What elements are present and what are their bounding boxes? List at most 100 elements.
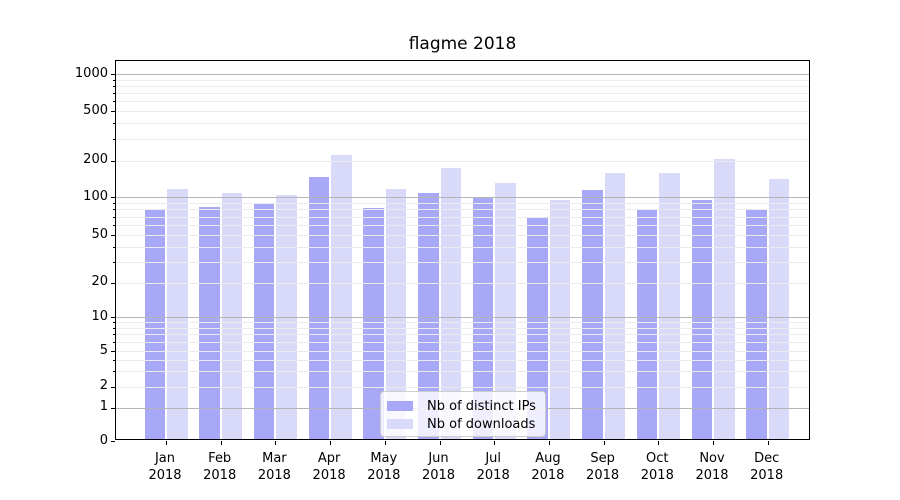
- chart-title: flagme 2018: [408, 34, 517, 54]
- bar-distinct-ips: [253, 204, 275, 439]
- y-tick-minor: [113, 86, 115, 88]
- x-tick: [548, 441, 550, 445]
- gridline-minor: [116, 216, 809, 218]
- gridline-minor: [116, 225, 809, 227]
- y-tick-minor: [113, 123, 115, 125]
- bar-downloads: [549, 199, 571, 439]
- x-tick-month: Mar: [262, 451, 287, 466]
- bar-distinct-ips: [746, 210, 767, 439]
- y-tick-label: 20: [91, 274, 108, 290]
- x-tick-month: Oct: [646, 451, 669, 466]
- x-tick-month: Nov: [699, 451, 725, 466]
- bar-distinct-ips: [636, 208, 658, 439]
- y-tick-minor: [113, 327, 115, 329]
- y-tick-minor: [113, 261, 115, 263]
- gridline-minor: [116, 235, 809, 236]
- y-tick-label: 50: [91, 226, 108, 242]
- y-tick: [111, 407, 115, 409]
- x-tick: [330, 441, 332, 445]
- x-tick-label: Dec 2018: [737, 450, 797, 484]
- y-tick: [111, 317, 115, 318]
- x-tick-label: Jun 2018: [409, 450, 469, 484]
- gridline-minor: [116, 86, 809, 88]
- gridline-minor: [116, 203, 809, 205]
- bar-downloads: [659, 173, 680, 439]
- y-tick-minor: [113, 334, 115, 336]
- bar-distinct-ips: [691, 199, 712, 439]
- y-tick-label: 500: [83, 102, 108, 118]
- x-tick-month: Jul: [485, 451, 502, 466]
- x-tick: [384, 441, 386, 445]
- gridline-minor: [116, 261, 809, 263]
- y-tick-minor: [113, 101, 115, 103]
- legend: Nb of distinct IPs Nb of downloads: [380, 391, 546, 437]
- x-tick: [220, 441, 222, 445]
- x-tick-label: Oct 2018: [627, 450, 687, 484]
- bar-downloads: [714, 158, 735, 439]
- bar-distinct-ips: [418, 193, 439, 439]
- y-tick-minor: [113, 138, 115, 140]
- y-tick-minor: [113, 342, 115, 344]
- x-tick-year: 2018: [257, 468, 291, 483]
- y-tick-minor: [113, 160, 115, 162]
- y-tick-minor: [113, 216, 115, 218]
- y-tick-label: 5: [99, 342, 108, 358]
- x-tick-label: Nov 2018: [682, 450, 742, 484]
- y-tick-minor: [113, 386, 115, 388]
- x-tick-year: 2018: [640, 468, 674, 483]
- x-tick-month: May: [370, 451, 398, 466]
- x-tick-year: 2018: [750, 468, 784, 483]
- gridline-minor: [116, 322, 809, 324]
- y-tick-label: 2: [99, 378, 108, 394]
- y-tick-minor: [113, 322, 115, 324]
- x-tick-month: Jan: [154, 451, 176, 466]
- gridline-minor: [116, 359, 809, 361]
- x-tick-year: 2018: [476, 468, 510, 483]
- x-tick: [767, 441, 769, 445]
- gridline-minor: [116, 334, 809, 336]
- x-tick: [603, 441, 605, 445]
- y-tick: [111, 441, 115, 442]
- gridline-minor: [116, 209, 809, 211]
- bar-distinct-ips: [472, 197, 494, 439]
- gridline-major: [116, 197, 809, 199]
- x-tick-year: 2018: [695, 468, 729, 483]
- gridline-minor: [116, 351, 809, 352]
- y-tick-minor: [113, 111, 115, 112]
- x-tick-year: 2018: [586, 468, 620, 483]
- bar-distinct-ips: [582, 189, 603, 439]
- bar-downloads: [385, 188, 407, 439]
- legend-item: Nb of downloads: [381, 415, 545, 433]
- gridline-minor: [116, 160, 809, 162]
- x-tick: [494, 441, 496, 445]
- y-tick-minor: [113, 79, 115, 81]
- gridline-minor: [116, 93, 809, 95]
- x-tick-year: 2018: [531, 468, 565, 483]
- y-tick-minor: [113, 93, 115, 95]
- y-tick: [111, 197, 115, 199]
- bar-downloads: [221, 193, 243, 439]
- y-tick-label: 10: [91, 308, 108, 324]
- bar-downloads: [331, 155, 352, 439]
- x-tick-month: Jun: [428, 451, 449, 466]
- gridline-minor: [116, 111, 809, 112]
- legend-item: Nb of distinct IPs: [381, 397, 545, 415]
- x-tick-month: Aug: [535, 451, 561, 466]
- gridline-minor: [116, 386, 809, 388]
- y-tick-minor: [113, 209, 115, 211]
- y-tick-minor: [113, 225, 115, 227]
- bar-downloads: [167, 188, 188, 439]
- y-tick-minor: [113, 359, 115, 361]
- bar-distinct-ips: [363, 208, 384, 439]
- y-tick-label: 1000: [74, 65, 108, 81]
- x-tick: [713, 441, 714, 445]
- x-tick-label: Aug 2018: [518, 450, 578, 484]
- x-tick-label: May 2018: [354, 450, 414, 484]
- gridline-minor: [116, 282, 809, 284]
- x-tick-label: Mar 2018: [244, 450, 304, 484]
- plot-area: [111, 60, 810, 445]
- x-tick-label: Jul 2018: [463, 450, 523, 484]
- x-tick-year: 2018: [421, 468, 456, 483]
- bar-downloads: [768, 178, 790, 439]
